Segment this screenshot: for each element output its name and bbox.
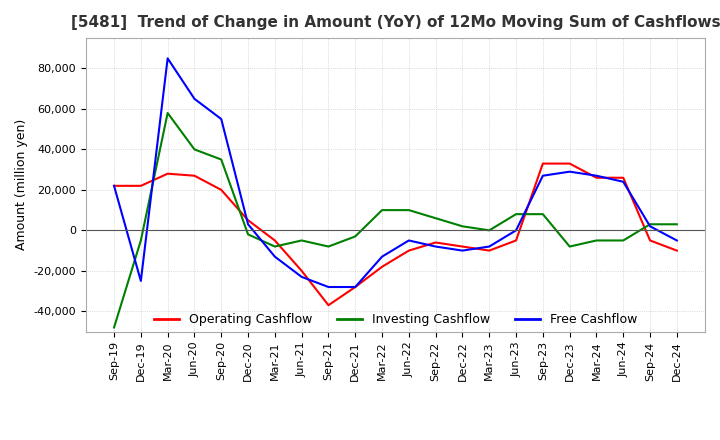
Operating Cashflow — [458, 244, 467, 249]
Operating Cashflow — [351, 284, 359, 290]
Free Cashflow — [324, 284, 333, 290]
Investing Cashflow — [646, 222, 654, 227]
Operating Cashflow — [297, 268, 306, 274]
Investing Cashflow — [163, 110, 172, 116]
Free Cashflow — [405, 238, 413, 243]
Line: Operating Cashflow: Operating Cashflow — [114, 164, 677, 305]
Investing Cashflow — [217, 157, 225, 162]
Operating Cashflow — [619, 175, 628, 180]
Free Cashflow — [297, 274, 306, 279]
Y-axis label: Amount (million yen): Amount (million yen) — [15, 119, 28, 250]
Operating Cashflow — [672, 248, 681, 253]
Investing Cashflow — [271, 244, 279, 249]
Operating Cashflow — [646, 238, 654, 243]
Free Cashflow — [244, 222, 253, 227]
Free Cashflow — [378, 254, 387, 259]
Investing Cashflow — [109, 325, 118, 330]
Operating Cashflow — [190, 173, 199, 178]
Free Cashflow — [458, 248, 467, 253]
Investing Cashflow — [619, 238, 628, 243]
Investing Cashflow — [190, 147, 199, 152]
Operating Cashflow — [512, 238, 521, 243]
Operating Cashflow — [163, 171, 172, 176]
Investing Cashflow — [137, 238, 145, 243]
Operating Cashflow — [592, 175, 600, 180]
Investing Cashflow — [485, 228, 494, 233]
Free Cashflow — [619, 179, 628, 184]
Operating Cashflow — [109, 183, 118, 188]
Investing Cashflow — [592, 238, 600, 243]
Operating Cashflow — [565, 161, 574, 166]
Free Cashflow — [217, 117, 225, 122]
Operating Cashflow — [431, 240, 440, 245]
Title: [5481]  Trend of Change in Amount (YoY) of 12Mo Moving Sum of Cashflows: [5481] Trend of Change in Amount (YoY) o… — [71, 15, 720, 30]
Investing Cashflow — [244, 232, 253, 237]
Investing Cashflow — [672, 222, 681, 227]
Investing Cashflow — [458, 224, 467, 229]
Operating Cashflow — [324, 303, 333, 308]
Free Cashflow — [646, 224, 654, 229]
Free Cashflow — [431, 244, 440, 249]
Investing Cashflow — [351, 234, 359, 239]
Free Cashflow — [109, 183, 118, 188]
Free Cashflow — [672, 238, 681, 243]
Operating Cashflow — [217, 187, 225, 193]
Operating Cashflow — [137, 183, 145, 188]
Investing Cashflow — [431, 216, 440, 221]
Line: Free Cashflow: Free Cashflow — [114, 59, 677, 287]
Operating Cashflow — [485, 248, 494, 253]
Free Cashflow — [539, 173, 547, 178]
Free Cashflow — [592, 173, 600, 178]
Investing Cashflow — [512, 212, 521, 217]
Free Cashflow — [190, 96, 199, 102]
Free Cashflow — [565, 169, 574, 174]
Investing Cashflow — [565, 244, 574, 249]
Free Cashflow — [512, 228, 521, 233]
Operating Cashflow — [539, 161, 547, 166]
Investing Cashflow — [539, 212, 547, 217]
Investing Cashflow — [405, 208, 413, 213]
Free Cashflow — [485, 244, 494, 249]
Operating Cashflow — [405, 248, 413, 253]
Operating Cashflow — [244, 218, 253, 223]
Line: Investing Cashflow: Investing Cashflow — [114, 113, 677, 327]
Legend: Operating Cashflow, Investing Cashflow, Free Cashflow: Operating Cashflow, Investing Cashflow, … — [148, 308, 642, 331]
Investing Cashflow — [378, 208, 387, 213]
Free Cashflow — [163, 56, 172, 61]
Free Cashflow — [271, 254, 279, 259]
Investing Cashflow — [297, 238, 306, 243]
Free Cashflow — [351, 284, 359, 290]
Free Cashflow — [137, 278, 145, 283]
Investing Cashflow — [324, 244, 333, 249]
Operating Cashflow — [378, 264, 387, 269]
Operating Cashflow — [271, 238, 279, 243]
